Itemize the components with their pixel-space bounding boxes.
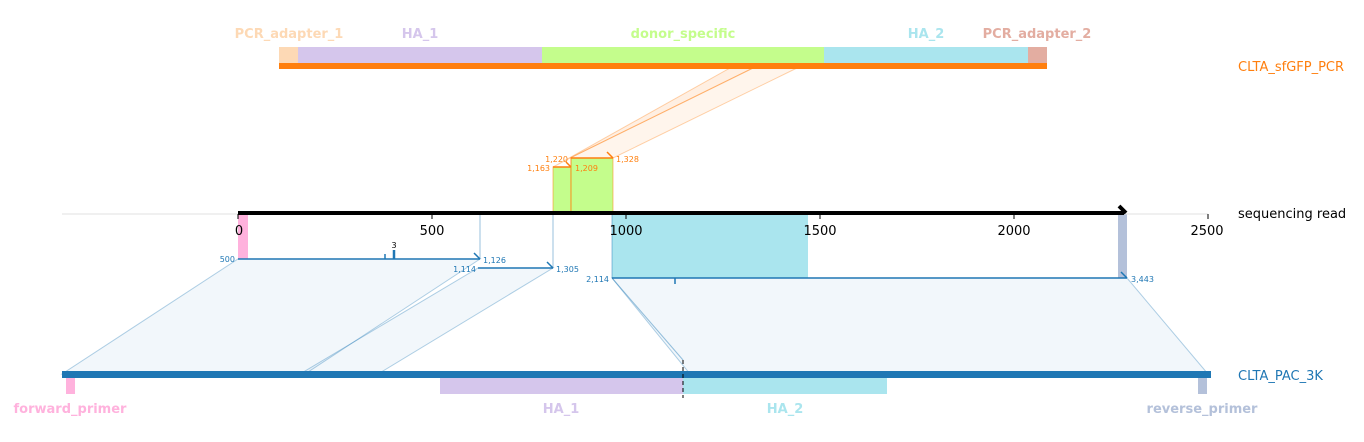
axis-tick-label-2500: 2500 — [1190, 224, 1223, 239]
bottom-alignment-start-2: 1,114 — [453, 265, 476, 274]
read-features — [238, 214, 1127, 278]
top-alignment-shade-2 — [569, 67, 798, 159]
bottom-alignment-shade-3 — [610, 277, 1210, 375]
feature-label-ha-2-top: HA_2 — [908, 27, 945, 42]
feature-ha-2-top — [824, 47, 1028, 63]
feature-label-forward-primer: forward_primer — [14, 402, 128, 417]
insertion-label: 3 — [391, 241, 396, 250]
top-alignment-fill-1 — [552, 166, 572, 215]
feature-label-pcr-adapter-1: PCR_adapter_1 — [235, 27, 344, 42]
read-feature-ha-2 — [612, 214, 808, 278]
feature-ha-2-bottom — [683, 378, 887, 394]
feature-label-ha-1-bottom: HA_1 — [543, 402, 580, 417]
read-feature-reverse-primer — [1118, 214, 1127, 278]
bottom-alignment-start-1: 500 — [220, 255, 235, 264]
feature-forward-primer — [66, 378, 75, 394]
top-reference: PCR_adapter_1 HA_1 donor_specific HA_2 P… — [235, 27, 1344, 168]
read-name: sequencing read — [1238, 207, 1346, 222]
top-alignment-arrow-1 — [565, 161, 572, 168]
bottom-reference-bar — [62, 371, 1211, 378]
bottom-alignment-start-3: 2,114 — [586, 275, 609, 284]
axis-tick-label-500: 500 — [420, 224, 445, 239]
read-arrowhead — [1117, 204, 1128, 215]
feature-donor-specific — [542, 47, 824, 63]
axis-tick-label-1000: 1000 — [609, 224, 642, 239]
bottom-alignment-end-1: 1,126 — [483, 256, 506, 265]
feature-label-ha-1-top: HA_1 — [402, 27, 439, 42]
bottom-alignment-cross-line — [611, 277, 684, 361]
top-reference-name: CLTA_sfGFP_PCR — [1238, 60, 1344, 75]
top-alignment-start-1: 1,163 — [527, 164, 550, 173]
read-feature-forward-primer — [238, 214, 248, 259]
feature-pcr-adapter-1 — [279, 47, 298, 63]
top-alignment-start-2: 1,220 — [545, 155, 568, 164]
feature-reverse-primer — [1198, 378, 1207, 394]
feature-ha-1-bottom — [440, 378, 683, 394]
bottom-alignment-arrow-2 — [546, 261, 554, 269]
axis-tick-label-2000: 2000 — [997, 224, 1030, 239]
feature-ha-1-top — [298, 47, 542, 63]
bottom-reference: forward_primer HA_1 HA_2 reverse_primer … — [14, 360, 1323, 417]
top-alignment-arrow-2 — [606, 151, 614, 159]
feature-label-reverse-primer: reverse_primer — [1147, 402, 1259, 417]
top-alignments: 1,163 1,209 1,220 1,328 — [527, 151, 639, 215]
bottom-alignment-end-2: 1,305 — [556, 265, 579, 274]
feature-label-pcr-adapter-2: PCR_adapter_2 — [983, 27, 1092, 42]
feature-pcr-adapter-2 — [1028, 47, 1047, 63]
axis-tick-label-1500: 1500 — [803, 224, 836, 239]
sequencing-read: sequencing read 0 500 1000 1500 2000 250… — [62, 204, 1346, 239]
bottom-reference-name: CLTA_PAC_3K — [1238, 369, 1323, 384]
axis-tick-label-0: 0 — [235, 224, 243, 239]
top-reference-bar — [279, 63, 1047, 69]
bottom-alignments: 3 500 1,126 1,114 1,305 2,114 3,443 — [220, 241, 1154, 284]
bottom-alignment-shading — [60, 258, 1210, 375]
read-axis-ticks: 0 500 1000 1500 2000 2500 — [235, 214, 1224, 239]
bottom-alignment-end-3: 3,443 — [1131, 275, 1154, 284]
bottom-alignment-arrow-3 — [1120, 271, 1128, 279]
top-alignment-end-1: 1,209 — [575, 164, 598, 173]
bottom-alignment-arrow-1 — [473, 252, 481, 260]
feature-label-ha-2-bottom: HA_2 — [767, 402, 804, 417]
feature-label-donor-specific: donor_specific — [631, 27, 736, 42]
top-alignment-end-2: 1,328 — [616, 155, 639, 164]
